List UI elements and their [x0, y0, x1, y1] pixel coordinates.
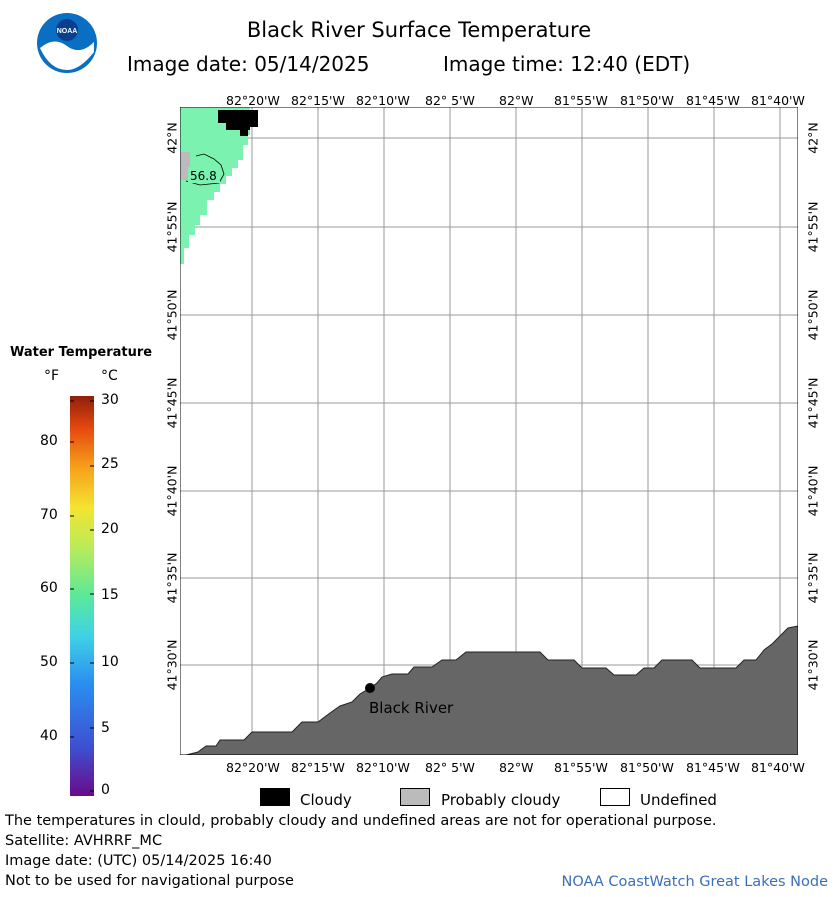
probably-cloudy-key-label: Probably cloudy: [441, 791, 561, 809]
cloudy-swatch: [260, 788, 290, 806]
disclaimer-text: The temperatures in clould, probably clo…: [5, 813, 717, 829]
c-tick: 15: [101, 587, 119, 603]
color-bar: [70, 396, 94, 796]
image-time: Image time: 12:40 (EDT): [443, 52, 691, 76]
c-tick: 0: [101, 782, 110, 798]
lon-tick-top: 82°20'W: [226, 93, 280, 108]
lon-tick-bottom: 82°20'W: [226, 760, 280, 775]
f-tick: 70: [40, 507, 58, 523]
page-title: Black River Surface Temperature: [246, 18, 592, 42]
lat-tick-left: 41°55'N: [164, 201, 180, 253]
contour-label: 56.8: [190, 169, 217, 183]
temperature-contour: [185, 153, 225, 186]
lat-tick-left: 41°35'N: [164, 552, 180, 604]
lon-tick-top: 82°W: [499, 93, 534, 108]
black-river-label: Black River: [369, 699, 454, 717]
water-area: [180, 107, 250, 264]
noaa-logo-text: NOAA: [57, 28, 78, 35]
image-date: Image date: 05/14/2025: [127, 52, 370, 76]
undefined-swatch: [600, 788, 630, 806]
lat-tick-right: 42°N: [805, 122, 821, 154]
lon-tick-bottom: 82°10'W: [356, 760, 410, 775]
temperature-map: 56.8 Black River: [180, 107, 798, 755]
lon-tick-bottom: 81°40'W: [751, 760, 805, 775]
lat-tick-right: 41°35'N: [805, 552, 821, 604]
cloudy-key-label: Cloudy: [300, 791, 352, 809]
lon-tick-bottom: 82°15'W: [291, 760, 345, 775]
c-tick: 25: [101, 456, 119, 472]
graticule: [180, 107, 798, 755]
color-bar-ticks: [70, 400, 94, 792]
lon-tick-bottom: 81°55'W: [554, 760, 608, 775]
contour-label-bg: [188, 167, 220, 183]
undefined-key-label: Undefined: [640, 791, 717, 809]
f-tick: 50: [40, 654, 58, 670]
probably-cloudy-swatch: [400, 788, 430, 806]
c-tick: 20: [101, 521, 119, 537]
lat-tick-left: 41°40'N: [164, 465, 180, 517]
lon-tick-top: 81°50'W: [620, 93, 674, 108]
unit-celsius: °C: [101, 368, 118, 384]
cloudy-area: [218, 110, 258, 136]
noaa-logo: NOAA: [37, 13, 97, 73]
utc-date-text: Image date: (UTC) 05/14/2025 16:40: [5, 853, 272, 869]
lat-tick-right: 41°50'N: [805, 289, 821, 341]
f-tick: 40: [40, 728, 58, 744]
c-tick: 10: [101, 654, 119, 670]
navigation-warning: Not to be used for navigational purpose: [5, 873, 294, 889]
lon-tick-top: 81°40'W: [751, 93, 805, 108]
legend-title: Water Temperature: [10, 345, 153, 360]
credit-text: NOAA CoastWatch Great Lakes Node: [561, 874, 828, 890]
map-background: [180, 107, 798, 755]
land-area: [180, 625, 798, 755]
color-bar-gradient: [70, 396, 94, 796]
c-tick: 5: [101, 720, 110, 736]
lon-tick-top: 82°15'W: [291, 93, 345, 108]
satellite-text: Satellite: AVHRRF_MC: [5, 833, 163, 849]
lat-tick-right: 41°30'N: [805, 639, 821, 691]
black-river-marker: [365, 683, 375, 693]
probably-cloudy-area: [180, 152, 190, 180]
c-tick: 30: [101, 392, 119, 408]
lat-tick-left: 41°50'N: [164, 289, 180, 341]
lon-tick-top: 81°45'W: [686, 93, 740, 108]
lat-tick-left: 42°N: [164, 122, 180, 154]
lon-tick-bottom: 81°45'W: [686, 760, 740, 775]
unit-fahrenheit: °F: [44, 368, 60, 384]
lon-tick-top: 82° 5'W: [425, 93, 475, 108]
lon-tick-top: 81°55'W: [554, 93, 608, 108]
lat-tick-right: 41°40'N: [805, 465, 821, 517]
lon-tick-bottom: 81°50'W: [620, 760, 674, 775]
f-tick: 60: [40, 580, 58, 596]
lat-tick-left: 41°45'N: [164, 377, 180, 429]
lon-tick-bottom: 82° 5'W: [425, 760, 475, 775]
f-tick: 80: [40, 433, 58, 449]
lat-tick-right: 41°55'N: [805, 201, 821, 253]
lat-tick-left: 41°30'N: [164, 639, 180, 691]
lat-tick-right: 41°45'N: [805, 377, 821, 429]
lon-tick-bottom: 82°W: [499, 760, 534, 775]
lon-tick-top: 82°10'W: [356, 93, 410, 108]
